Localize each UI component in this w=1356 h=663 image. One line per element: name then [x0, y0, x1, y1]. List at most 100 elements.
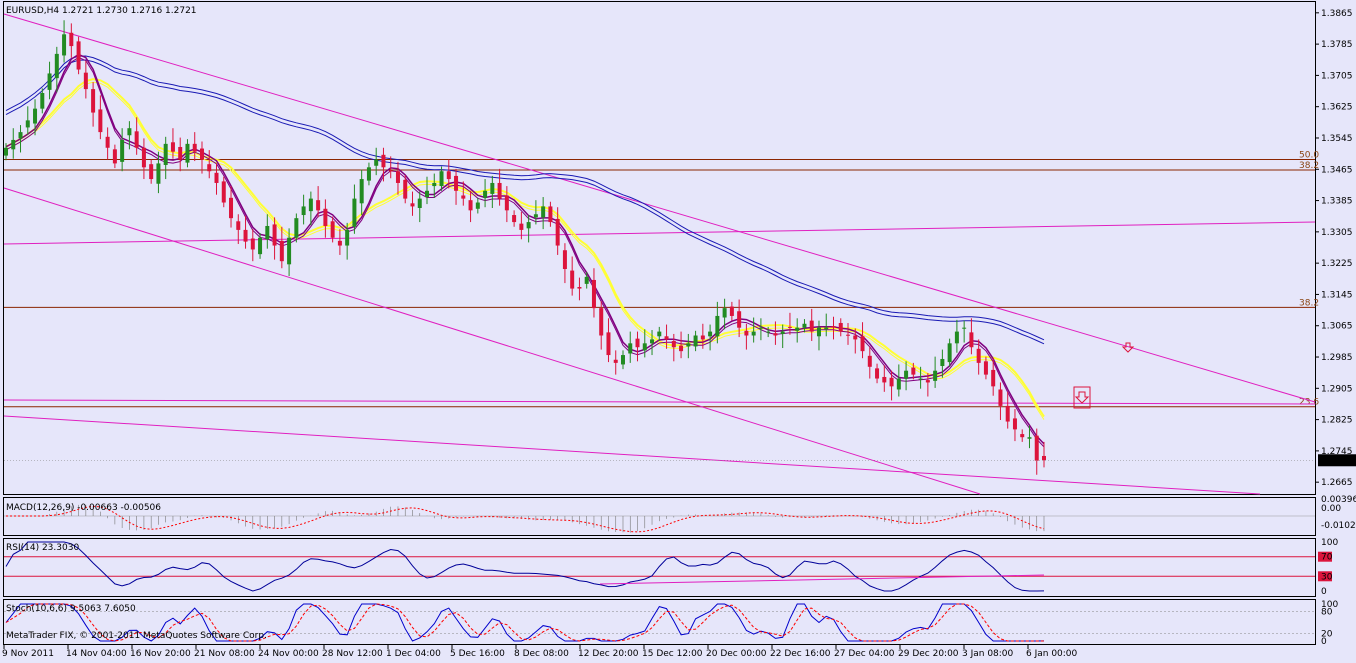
rsi-tick-label: 0 — [1321, 587, 1327, 597]
candle-body — [258, 237, 263, 255]
candle-body — [512, 215, 517, 223]
stoch-tick-label: 80 — [1321, 607, 1333, 617]
macd-signal-line — [6, 505, 1045, 533]
candle-body — [62, 34, 67, 56]
price-tick-label: 1.3065 — [1321, 322, 1353, 332]
candle-body — [991, 369, 996, 387]
candle-body — [352, 198, 357, 227]
candle-body — [221, 181, 226, 203]
candle-body — [577, 287, 582, 289]
price-tick-label: 1.3305 — [1321, 228, 1353, 238]
candle-body — [33, 108, 38, 124]
candle-body — [475, 202, 480, 209]
candle-body — [330, 221, 335, 238]
rsi-tick-label: 100 — [1321, 538, 1338, 548]
candle-body — [533, 214, 538, 218]
main-pane-frame — [3, 1, 1316, 495]
time-tick-label: 21 Nov 08:00 — [194, 649, 255, 659]
candle-body — [976, 348, 981, 363]
candle-body — [882, 376, 887, 383]
time-tick-label: 12 Dec 20:00 — [578, 649, 639, 659]
candle-body — [751, 331, 756, 336]
price-tick-label: 1.2665 — [1321, 478, 1353, 488]
candle-body — [679, 345, 684, 352]
candle-body — [795, 327, 800, 331]
rsi-level-badge — [1318, 551, 1332, 562]
current-price-badge — [1318, 454, 1356, 467]
candle-body — [758, 327, 763, 329]
candle-body — [69, 32, 74, 47]
candle-body — [170, 142, 175, 152]
rsi-level-badge — [1318, 571, 1332, 582]
candle-body — [1034, 435, 1039, 461]
time-tick-label: 28 Nov 12:00 — [322, 649, 383, 659]
trendline — [3, 13, 1316, 403]
candle-body — [265, 225, 270, 240]
candle-body — [287, 237, 292, 265]
candle-body — [664, 336, 669, 340]
candle-body — [700, 335, 705, 340]
candle-body — [388, 170, 393, 172]
candle-body — [229, 197, 234, 219]
candle-body — [613, 359, 618, 363]
time-tick-label: 9 Nov 2011 — [2, 649, 54, 659]
candle-body — [127, 128, 132, 136]
candle-body — [628, 343, 633, 354]
moving-averages — [5, 53, 1045, 448]
rsi-trendline — [599, 574, 1045, 585]
candle-body — [962, 327, 967, 329]
price-tick-label: 1.3225 — [1321, 259, 1353, 269]
candle-body — [417, 198, 422, 208]
copyright-text: MetaTrader FIX, © 2001-2011 MetaQuotes S… — [6, 631, 267, 641]
macd-tick-label: -0.01022 — [1321, 521, 1356, 531]
time-tick-label: 3 Jan 08:00 — [962, 649, 1014, 659]
candle-body — [141, 147, 146, 168]
candle-body — [933, 370, 938, 381]
candle-body — [650, 339, 655, 344]
candlesticks — [4, 20, 1046, 475]
candle-body — [301, 206, 306, 216]
candle-body — [606, 332, 611, 356]
sell-arrow-icon — [1121, 342, 1135, 353]
fast-ma-line — [5, 56, 1045, 448]
sell-arrow-boxed-icon — [1073, 386, 1091, 409]
candle-body — [1012, 418, 1017, 430]
candle-body — [787, 326, 792, 328]
candle-body — [425, 190, 430, 198]
candle-body — [236, 221, 241, 230]
candle-body — [279, 240, 284, 262]
candle-body — [824, 327, 829, 330]
candle-body — [1042, 455, 1046, 461]
fib-level-label: 38.2 — [1299, 298, 1319, 308]
candle-body — [40, 93, 45, 109]
candle-body — [323, 208, 328, 226]
signal-arrows — [1073, 342, 1135, 409]
candle-body — [998, 389, 1003, 406]
candle-body — [403, 179, 408, 199]
trend-channel-lines — [3, 13, 1316, 495]
candle-body — [54, 53, 59, 79]
candle-body — [773, 333, 778, 336]
price-tick-label: 1.3705 — [1321, 71, 1353, 81]
candle-body — [11, 139, 16, 150]
candle-body — [98, 109, 103, 133]
stoch-tick-label: 100 — [1321, 600, 1338, 610]
sell-arrow-icon — [1074, 391, 1090, 404]
candle-body — [207, 164, 212, 172]
time-tick-label: 5 Dec 16:00 — [450, 649, 505, 659]
price-tick-label: 1.3545 — [1321, 134, 1353, 144]
trendline — [3, 415, 1261, 495]
candle-body — [272, 224, 277, 246]
stoch-tick-label: 20 — [1321, 630, 1333, 640]
candle-body — [105, 136, 110, 148]
candle-body — [809, 320, 814, 332]
price-tick-label: 1.3785 — [1321, 40, 1353, 50]
candle-body — [599, 308, 604, 336]
candle-body — [686, 343, 691, 347]
candle-body — [446, 171, 451, 180]
candle-body — [214, 172, 219, 183]
candle-body — [541, 206, 546, 218]
